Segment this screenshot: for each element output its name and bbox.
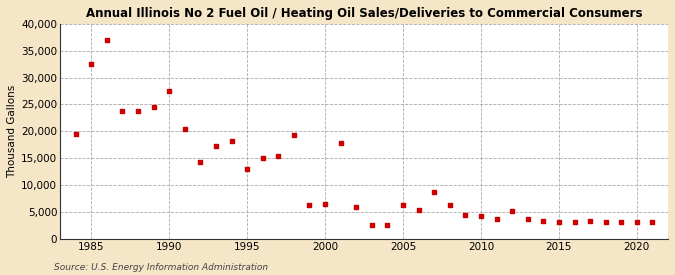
Point: [242, 167, 252, 171]
Point: [351, 205, 362, 209]
Point: [398, 203, 408, 208]
Point: [569, 220, 580, 224]
Point: [460, 212, 470, 217]
Point: [444, 203, 455, 208]
Point: [507, 209, 518, 214]
Point: [554, 219, 564, 224]
Point: [320, 202, 331, 206]
Point: [585, 218, 595, 223]
Point: [257, 156, 268, 160]
Point: [476, 214, 487, 218]
Point: [273, 153, 284, 158]
Point: [117, 109, 128, 113]
Point: [101, 38, 112, 42]
Point: [164, 89, 175, 93]
Point: [429, 189, 439, 194]
Point: [86, 62, 97, 66]
Point: [335, 141, 346, 145]
Point: [132, 109, 143, 113]
Point: [600, 220, 611, 224]
Point: [211, 144, 221, 148]
Point: [304, 203, 315, 208]
Point: [148, 105, 159, 109]
Point: [195, 160, 206, 165]
Title: Annual Illinois No 2 Fuel Oil / Heating Oil Sales/Deliveries to Commercial Consu: Annual Illinois No 2 Fuel Oil / Heating …: [86, 7, 643, 20]
Point: [70, 132, 81, 136]
Text: Source: U.S. Energy Information Administration: Source: U.S. Energy Information Administ…: [54, 263, 268, 272]
Point: [632, 219, 643, 224]
Point: [616, 219, 626, 224]
Point: [413, 208, 424, 212]
Point: [367, 223, 377, 227]
Point: [538, 219, 549, 223]
Point: [288, 133, 299, 137]
Point: [491, 217, 502, 222]
Point: [226, 139, 237, 143]
Y-axis label: Thousand Gallons: Thousand Gallons: [7, 85, 17, 178]
Point: [180, 126, 190, 131]
Point: [647, 220, 658, 224]
Point: [382, 222, 393, 227]
Point: [522, 217, 533, 222]
